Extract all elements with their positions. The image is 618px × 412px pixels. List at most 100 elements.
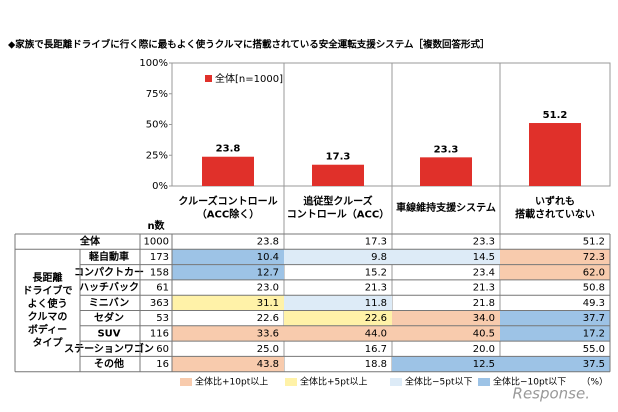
- row-label: 軽自動車: [89, 250, 129, 263]
- cell: 37.7: [583, 313, 605, 324]
- category-label: いずれも搭載されていない: [515, 195, 595, 221]
- data-label: 51.2: [543, 110, 568, 121]
- n-value: 61: [156, 283, 169, 294]
- legend-swatch: [390, 378, 402, 386]
- cell-highlight: [392, 310, 500, 326]
- row-label: ミニバン: [89, 297, 130, 309]
- cell: 49.3: [583, 298, 605, 309]
- row-label: セダン: [94, 311, 124, 324]
- cell: 14.5: [473, 252, 495, 263]
- bar: [312, 164, 364, 186]
- category-label: 車線維持支援システム: [396, 201, 496, 214]
- n-value: 363: [150, 298, 169, 309]
- n-value: 60: [156, 344, 169, 355]
- cell-highlight: [284, 295, 392, 311]
- unit-label: （%）: [581, 377, 608, 388]
- cell-highlight: [172, 295, 284, 311]
- cell: 16.7: [365, 344, 387, 355]
- y-tick-label: 0%: [152, 181, 168, 192]
- cell: 17.2: [583, 328, 605, 339]
- cell: 21.3: [473, 283, 495, 294]
- row-label: 全体: [79, 235, 101, 248]
- cell-highlight: [500, 264, 610, 280]
- n-value: 158: [150, 267, 169, 278]
- cell: 37.5: [583, 359, 605, 370]
- data-label: 23.8: [216, 144, 241, 155]
- y-tick-label: 75%: [146, 89, 168, 100]
- cell: 18.8: [365, 359, 387, 370]
- cell-highlight: [500, 356, 610, 372]
- n-value: 53: [156, 313, 169, 324]
- cell: 34.0: [473, 313, 495, 324]
- cell: 23.0: [257, 283, 279, 294]
- cell: 12.7: [257, 267, 279, 278]
- n-value: 16: [156, 359, 169, 370]
- y-tick-label: 25%: [146, 150, 168, 161]
- row-label: その他: [94, 357, 124, 370]
- cell: 43.8: [257, 359, 279, 370]
- cell: 55.0: [583, 344, 605, 355]
- n-value: 116: [150, 328, 169, 339]
- cell-highlight: [500, 249, 610, 265]
- cell: 50.8: [583, 283, 605, 294]
- cell: 23.8: [257, 237, 279, 248]
- cell-highlight: [284, 249, 392, 265]
- cell: 23.4: [473, 267, 495, 278]
- category-label: 追従型クルーズコントロール（ACC）: [287, 195, 389, 221]
- cell-highlight: [500, 325, 610, 342]
- group-label: 長距離ドライブでよく使うクルマのボディータイプ: [23, 271, 73, 349]
- legend-label: 全体比+5pt以上: [300, 376, 368, 388]
- cell: 44.0: [365, 328, 387, 339]
- cell: 21.8: [473, 298, 495, 309]
- cell: 20.0: [473, 344, 495, 355]
- n-header: n数: [147, 219, 165, 232]
- bar: [202, 156, 254, 186]
- cell: 23.3: [473, 237, 495, 248]
- row-label: ステーションワゴン: [64, 342, 154, 355]
- cell-highlight: [284, 325, 392, 342]
- legend-label: 全体比−10pt以下: [493, 376, 566, 388]
- cell: 51.2: [583, 237, 605, 248]
- cell: 22.6: [257, 313, 279, 324]
- n-value: 1000: [144, 237, 169, 248]
- cell: 31.1: [257, 298, 279, 309]
- chart-title: ◆家族で長距離ドライブに行く際に最もよく使うクルマに搭載されている安全運転支援シ…: [8, 39, 489, 51]
- cell-highlight: [172, 249, 284, 265]
- cell: 72.3: [583, 252, 605, 263]
- row-label: ハッチバック: [79, 282, 139, 294]
- legend-swatch: [285, 378, 297, 386]
- y-tick-label: 100%: [139, 58, 168, 69]
- cell: 12.5: [473, 359, 495, 370]
- cell: 11.8: [365, 298, 387, 309]
- cell: 25.0: [257, 344, 279, 355]
- cell: 10.4: [257, 252, 279, 263]
- bar: [420, 157, 472, 186]
- legend-label: 全体比−5pt以下: [405, 376, 473, 388]
- data-label: 17.3: [326, 152, 351, 163]
- cell-highlight: [172, 325, 284, 342]
- cell: 21.3: [365, 283, 387, 294]
- row-label: SUV: [97, 328, 120, 339]
- cell: 62.0: [583, 267, 605, 278]
- cell-highlight: [392, 249, 500, 265]
- legend-label: 全体比+10pt以上: [195, 376, 268, 388]
- cell: 22.6: [365, 313, 387, 324]
- legend-swatch: [180, 378, 192, 386]
- bar: [529, 123, 581, 186]
- cell-highlight: [392, 325, 500, 342]
- data-label: 23.3: [434, 144, 459, 155]
- cell-highlight: [172, 356, 284, 372]
- cell: 40.5: [473, 328, 495, 339]
- cell-highlight: [500, 310, 610, 326]
- watermark: Response.: [513, 385, 590, 403]
- cell: 17.3: [365, 237, 387, 248]
- legend-swatch: [478, 378, 490, 386]
- cell-highlight: [172, 264, 284, 280]
- n-value: 173: [150, 252, 169, 263]
- row-label: コンパクトカー: [74, 266, 144, 278]
- cell-highlight: [392, 356, 500, 372]
- legend-label: 全体[n=1000]: [215, 72, 283, 85]
- cell: 15.2: [365, 267, 387, 278]
- cell: 33.6: [257, 328, 279, 339]
